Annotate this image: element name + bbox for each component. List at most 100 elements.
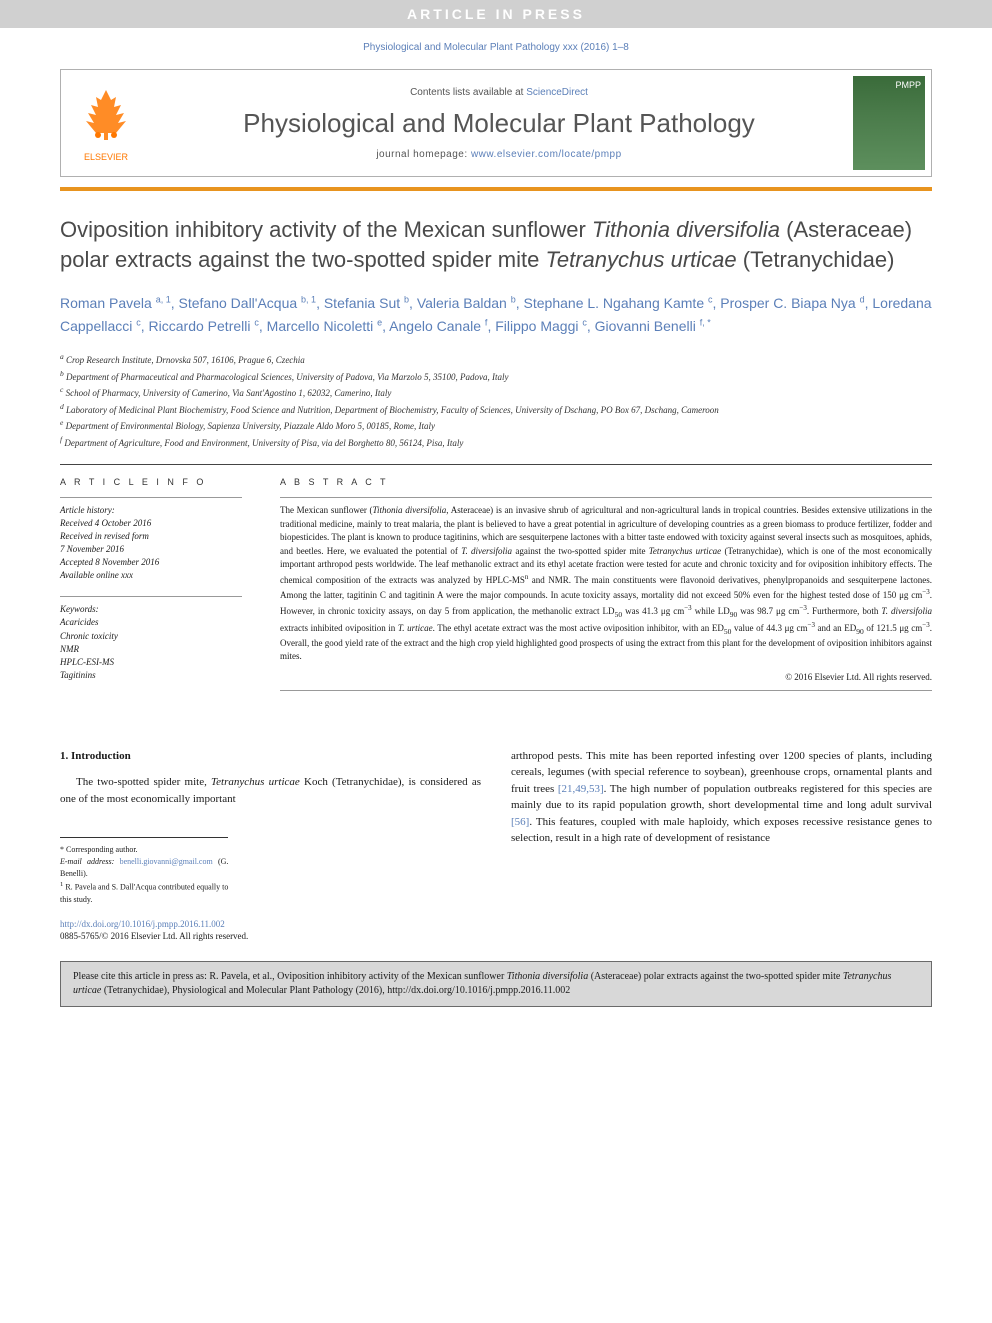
- affiliations: a Crop Research Institute, Drnovska 507,…: [60, 351, 932, 450]
- equal-contribution-note: 1 R. Pavela and S. Dall'Acqua contribute…: [60, 880, 228, 906]
- author[interactable]: Roman Pavela: [60, 295, 152, 311]
- info-abstract-row: A R T I C L E I N F O Article history: R…: [60, 464, 932, 708]
- doi-link[interactable]: http://dx.doi.org/10.1016/j.pmpp.2016.11…: [60, 919, 225, 929]
- article-info-column: A R T I C L E I N F O Article history: R…: [60, 465, 260, 708]
- contents-prefix: Contents lists available at: [410, 87, 526, 98]
- history-line: Received in revised form: [60, 530, 242, 543]
- affiliation-d: d Laboratory of Medicinal Plant Biochemi…: [60, 401, 932, 418]
- citation-ref[interactable]: [56]: [511, 816, 529, 828]
- abs-t: The Mexican sunflower (: [280, 505, 373, 515]
- cover-label: PMPP: [895, 80, 921, 90]
- keyword: Acaricides: [60, 616, 242, 629]
- doi-block: http://dx.doi.org/10.1016/j.pmpp.2016.11…: [60, 918, 481, 943]
- keywords-block: Keywords: Acaricides Chronic toxicity NM…: [60, 596, 242, 681]
- title-text-1: Oviposition inhibitory activity of the M…: [60, 217, 592, 242]
- intro-paragraph-cont: arthropod pests. This mite has been repo…: [511, 748, 932, 847]
- equal-text: R. Pavela and S. Dall'Acqua contributed …: [60, 883, 228, 904]
- abs-species: T. diversifolia: [461, 546, 512, 556]
- email-label: E-mail address:: [60, 857, 120, 866]
- author[interactable]: Prosper C. Biapa Nya: [720, 295, 855, 311]
- section-1-heading: 1. Introduction: [60, 748, 481, 765]
- email-line: E-mail address: benelli.giovanni@gmail.c…: [60, 856, 228, 880]
- affiliation-a: a Crop Research Institute, Drnovska 507,…: [60, 351, 932, 368]
- keyword: Chronic toxicity: [60, 630, 242, 643]
- abs-t: . Furthermore, both: [807, 606, 882, 616]
- author[interactable]: Giovanni Benelli: [595, 318, 696, 334]
- author[interactable]: Valeria Baldan: [417, 295, 507, 311]
- author-aff: a, 1: [156, 295, 171, 305]
- abs-t: while LD: [692, 606, 730, 616]
- column-right: arthropod pests. This mite has been repo…: [511, 748, 932, 943]
- journal-cover-thumbnail[interactable]: PMPP: [853, 76, 925, 170]
- aff-text: Laboratory of Medicinal Plant Biochemist…: [66, 405, 719, 415]
- abs-t: was 41.3 μg cm: [622, 606, 684, 616]
- abs-t: extracts inhibited oviposition in: [280, 623, 398, 633]
- author[interactable]: Stefania Sut: [324, 295, 400, 311]
- abs-sup: −3: [922, 588, 929, 596]
- keywords-label: Keywords:: [60, 603, 242, 616]
- author-aff: f: [485, 317, 488, 327]
- body-text: . This features, coupled with male haplo…: [511, 816, 932, 845]
- homepage-link[interactable]: www.elsevier.com/locate/pmpp: [471, 149, 622, 160]
- contents-available-line: Contents lists available at ScienceDirec…: [151, 87, 847, 98]
- journal-header-box: ELSEVIER Contents lists available at Sci…: [60, 69, 932, 177]
- author-aff: c: [708, 295, 713, 305]
- article-info-header: A R T I C L E I N F O: [60, 477, 242, 487]
- abs-sub: 50: [615, 609, 623, 618]
- article-in-press-banner: ARTICLE IN PRESS: [0, 0, 992, 28]
- author[interactable]: Marcello Nicoletti: [267, 318, 374, 334]
- author[interactable]: Riccardo Petrelli: [149, 318, 251, 334]
- abs-t: was 98.7 μg cm: [737, 606, 799, 616]
- affiliation-b: b Department of Pharmaceutical and Pharm…: [60, 368, 932, 385]
- abstract-text: The Mexican sunflower (Tithonia diversif…: [280, 497, 932, 664]
- abs-sup: −3: [922, 621, 929, 629]
- main-text-columns: 1. Introduction The two-spotted spider m…: [60, 748, 932, 943]
- keyword: NMR: [60, 643, 242, 656]
- body-text: The two-spotted spider mite,: [76, 776, 211, 788]
- author-aff: b: [511, 295, 516, 305]
- elsevier-logo[interactable]: ELSEVIER: [61, 73, 151, 174]
- journal-name: Physiological and Molecular Plant Pathol…: [151, 108, 847, 139]
- aff-text: Department of Pharmaceutical and Pharmac…: [66, 372, 509, 382]
- corresponding-email-link[interactable]: benelli.giovanni@gmail.com: [120, 857, 213, 866]
- abs-species: T. diversifolia: [881, 606, 932, 616]
- abs-sup: −3: [799, 604, 806, 612]
- history-line: 7 November 2016: [60, 543, 242, 556]
- article-history-block: Article history: Received 4 October 2016…: [60, 497, 242, 582]
- keyword: Tagitinins: [60, 669, 242, 682]
- cite-text: (Asteraceae) polar extracts against the …: [588, 971, 843, 982]
- header-center: Contents lists available at ScienceDirec…: [151, 77, 847, 170]
- homepage-prefix: journal homepage:: [376, 149, 471, 160]
- issn-copyright: 0885-5765/© 2016 Elsevier Ltd. All right…: [60, 930, 481, 943]
- title-text-3: (Tetranychidae): [737, 247, 895, 272]
- citation-header: Physiological and Molecular Plant Pathol…: [0, 28, 992, 59]
- title-species-2: Tetranychus urticae: [545, 247, 736, 272]
- abstract-header: A B S T R A C T: [280, 477, 932, 487]
- aff-text: School of Pharmacy, University of Cameri…: [66, 388, 392, 398]
- author-aff: c: [136, 317, 141, 327]
- author[interactable]: Angelo Canale: [389, 318, 481, 334]
- intro-paragraph: The two-spotted spider mite, Tetranychus…: [60, 774, 481, 807]
- abs-t: of 121.5 μg cm: [864, 623, 923, 633]
- history-line: Received 4 October 2016: [60, 517, 242, 530]
- author-aff: d: [860, 295, 865, 305]
- affiliation-c: c School of Pharmacy, University of Came…: [60, 384, 932, 401]
- abs-t: against the two-spotted spider mite: [512, 546, 649, 556]
- aff-text: Department of Agriculture, Food and Envi…: [64, 438, 463, 448]
- author[interactable]: Stefano Dall'Acqua: [179, 295, 298, 311]
- citation-refs[interactable]: [21,49,53]: [558, 783, 604, 795]
- abs-species: Tetranychus urticae: [649, 546, 721, 556]
- history-line: Accepted 8 November 2016: [60, 556, 242, 569]
- please-cite-box: Please cite this article in press as: R.…: [60, 961, 932, 1007]
- corresponding-author-note: * Corresponding author.: [60, 844, 228, 856]
- author[interactable]: Stephane L. Ngahang Kamte: [524, 295, 705, 311]
- sciencedirect-link[interactable]: ScienceDirect: [526, 87, 588, 98]
- column-left: 1. Introduction The two-spotted spider m…: [60, 748, 481, 943]
- homepage-line: journal homepage: www.elsevier.com/locat…: [151, 149, 847, 160]
- abs-sup: −3: [684, 604, 691, 612]
- abstract-column: A B S T R A C T The Mexican sunflower (T…: [260, 465, 932, 708]
- abs-species: Tithonia diversifolia: [373, 505, 447, 515]
- author[interactable]: Filippo Maggi: [495, 318, 578, 334]
- title-species-1: Tithonia diversifolia: [592, 217, 780, 242]
- abs-t: value of 44.3 μg cm: [731, 623, 807, 633]
